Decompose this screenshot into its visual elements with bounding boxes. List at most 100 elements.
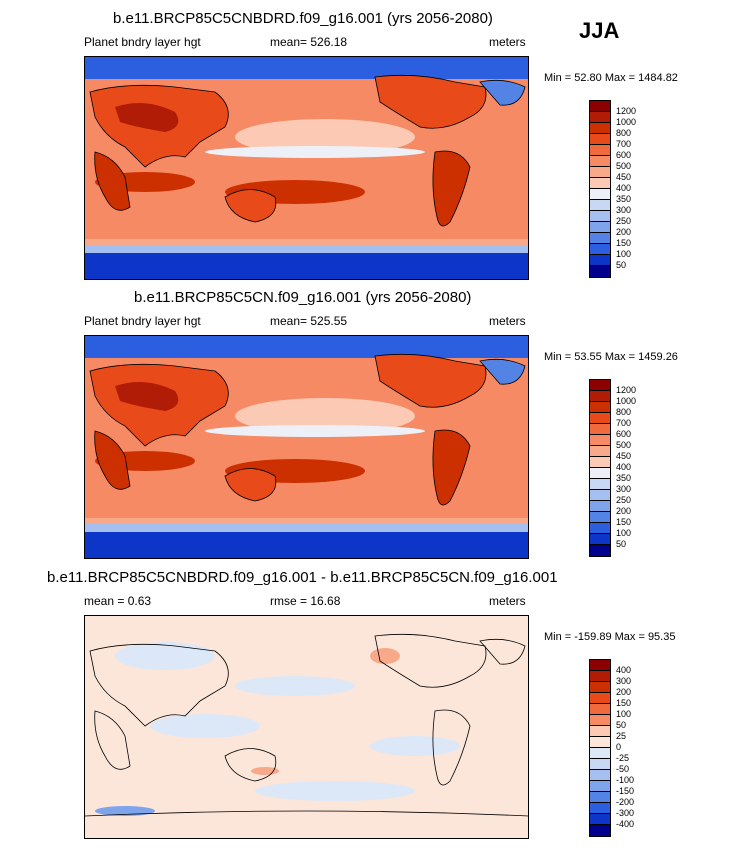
itcz-band [205,146,425,158]
season-label: JJA [579,18,620,43]
colorbar-tick-label: 600 [616,429,632,439]
panel1-minmax-label: Min = 52.80 Max = 1484.82 [544,72,678,84]
north-america [374,353,487,408]
panel3-rmse-label: rmse = 16.68 [270,594,341,608]
colorbar-swatch [590,380,610,391]
central-asia-hotspot [115,382,179,411]
antarctica-outline [85,810,528,817]
colorbar-swatch [590,156,610,167]
panel2-colorbar [589,379,611,557]
colorbar-tick-label: 400 [616,183,632,193]
colorbar-tick-label: 150 [616,698,632,708]
panel1-map-svg [85,57,528,279]
colorbar-tick-label: 350 [616,473,632,483]
colorbar-tick-label: 300 [616,484,632,494]
colorbar-swatch [590,200,610,211]
diff-red-patch [370,648,400,664]
panel2-map [84,335,529,559]
colorbar-swatch [590,391,610,402]
colorbar-tick-label: -300 [616,808,635,818]
colorbar-swatch [590,534,610,545]
colorbar-swatch [590,501,610,512]
colorbar-swatch [590,134,610,145]
colorbar-swatch [590,255,610,266]
colorbar-tick-label: 100 [616,709,632,719]
diff-blue-patch [255,781,415,801]
colorbar-swatch [590,545,610,556]
panel2-map-svg [85,336,528,558]
colorbar-tick-label: -200 [616,797,635,807]
colorbar-tick-label: 800 [616,407,632,417]
colorbar-tick-label: 800 [616,128,632,138]
colorbar-tick-label: 300 [616,676,632,686]
colorbar-tick-label: 500 [616,161,632,171]
colorbar-swatch [590,167,610,178]
colorbar-swatch [590,123,610,134]
australia [224,468,277,502]
colorbar-swatch [590,435,610,446]
arctic-band [85,336,528,358]
colorbar-swatch [590,402,610,413]
colorbar-tick-label: 100 [616,528,632,538]
itcz-band [205,425,425,437]
panel2-variable-label: Planet bndry layer hgt [84,314,201,328]
panel2-title: b.e11.BRCP85C5CN.f09_g16.001 (yrs 2056-2… [134,289,472,306]
colorbar-swatch [590,523,610,534]
colorbar-tick-label: 1000 [616,117,637,127]
colorbar-swatch [590,671,610,682]
panel1-mean-label: mean= 526.18 [270,35,348,49]
colorbar-tick-label: 600 [616,150,632,160]
south-america-outline [432,709,471,786]
colorbar-tick-label: 200 [616,506,632,516]
colorbar-tick-label: 300 [616,205,632,215]
panel1-title: b.e11.BRCP85C5CNBDRD.f09_g16.001 (yrs 20… [113,10,493,27]
colorbar-swatch [590,490,610,501]
colorbar-tick-label: 400 [616,462,632,472]
colorbar-tick-label: 100 [616,249,632,259]
central-asia-hotspot [115,103,179,132]
colorbar-swatch [590,781,610,792]
colorbar-tick-label: 25 [616,731,627,741]
colorbar-tick-label: 450 [616,172,632,182]
colorbar-swatch [590,189,610,200]
colorbar-tick-label: 200 [616,687,632,697]
arctic-band [85,57,528,79]
diff-blue-patch [370,736,460,756]
colorbar-tick-label: 700 [616,139,632,149]
colorbar-tick-label: 0 [616,742,622,752]
colorbar-swatch [590,457,610,468]
antarctic-band [85,530,528,558]
panel3-map-svg [85,616,528,838]
colorbar-tick-label: 250 [616,216,632,226]
colorbar-tick-label: 500 [616,440,632,450]
colorbar-swatch [590,479,610,490]
africa-south [94,430,131,490]
eurasia-africa-outline [89,643,229,727]
colorbar-swatch [590,715,610,726]
colorbar-tick-label: 250 [616,495,632,505]
colorbar-tick-label: -25 [616,753,630,763]
colorbar-tick-label: 50 [616,539,627,549]
colorbar-swatch [590,748,610,759]
colorbar-tick-label: 150 [616,238,632,248]
colorbar-swatch [590,704,610,715]
colorbar-tick-label: -100 [616,775,635,785]
antarctic-edge [85,524,528,532]
colorbar-swatch [590,512,610,523]
panel3-colorbar [589,659,611,837]
panel2-mean-label: mean= 525.55 [270,314,348,328]
panel3-title: b.e11.BRCP85C5CNBDRD.f09_g16.001 - b.e11… [47,569,558,586]
antarctic-band [85,251,528,279]
colorbar-swatch [590,446,610,457]
panel1-variable-label: Planet bndry layer hgt [84,35,201,49]
south-america [432,429,471,506]
panel3-minmax-label: Min = -159.89 Max = 95.35 [544,631,676,643]
colorbar-tick-label: 50 [616,260,627,270]
colorbar-swatch [590,101,610,112]
colorbar-swatch [590,770,610,781]
diff-blue-patch [115,642,215,670]
colorbar-tick-label: 450 [616,451,632,461]
colorbar-swatch [590,413,610,424]
colorbar-swatch [590,233,610,244]
south-america [432,150,471,227]
